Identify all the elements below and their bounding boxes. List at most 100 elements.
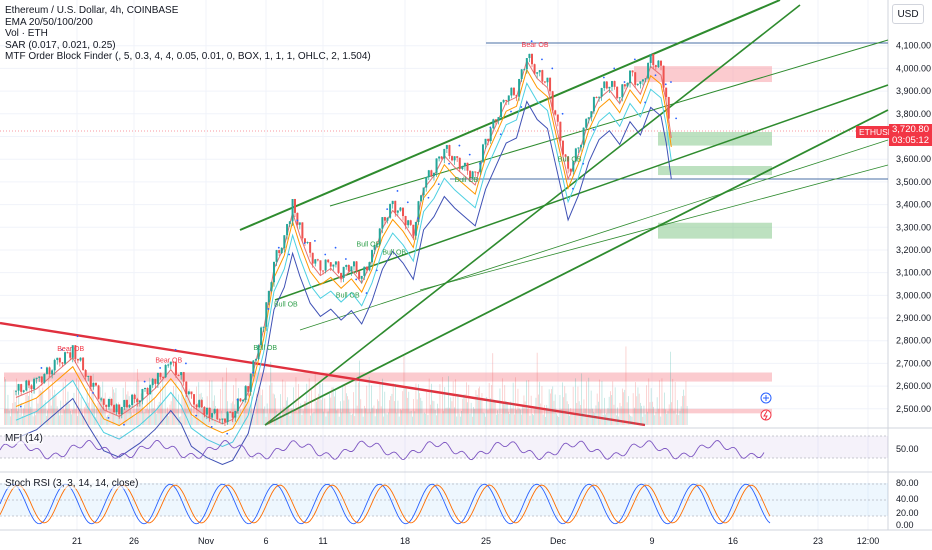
volume-bar — [124, 404, 125, 425]
candle — [365, 266, 368, 271]
candle — [618, 97, 621, 99]
volume-bar — [222, 377, 224, 425]
volume-bar — [26, 388, 28, 425]
candle — [198, 400, 201, 408]
candle — [420, 195, 423, 202]
volume-bar — [173, 385, 174, 425]
sar-dot — [277, 246, 280, 249]
volume-bar — [346, 393, 347, 425]
legend-sar[interactable]: SAR (0.017, 0.021, 0.25) — [5, 39, 116, 51]
trend-channel-line — [264, 4, 801, 426]
volume-bar — [78, 380, 80, 425]
volume-bar — [144, 412, 146, 425]
candle — [541, 70, 544, 82]
candle — [345, 264, 348, 267]
volume-bar — [229, 412, 231, 425]
alert-icon[interactable] — [760, 409, 772, 421]
volume-bar — [478, 388, 479, 425]
candle — [414, 221, 417, 236]
candle — [288, 221, 291, 225]
candle — [371, 249, 374, 263]
volume-bar — [499, 388, 501, 425]
volume-bar — [482, 412, 484, 425]
currency-button[interactable]: USD — [892, 4, 924, 24]
volume-bar — [277, 416, 279, 425]
volume-bar — [431, 383, 432, 425]
volume-bar — [130, 407, 131, 425]
candle — [435, 158, 438, 173]
volume-bar — [556, 413, 557, 425]
mfi-pane-title[interactable]: MFI (14) — [5, 433, 43, 444]
candle — [314, 259, 317, 264]
sar-dot — [210, 426, 213, 428]
volume-bar — [509, 414, 510, 425]
volume-bar — [14, 402, 16, 425]
volume-bar — [271, 382, 273, 425]
volume-bar — [5, 379, 6, 425]
volume-bar — [137, 368, 138, 425]
volume-bar — [680, 406, 682, 425]
volume-bar — [157, 405, 159, 425]
volume-bar — [349, 412, 351, 425]
volume-bar — [172, 393, 173, 425]
volume-bar — [618, 416, 620, 425]
volume-bar — [97, 402, 99, 425]
volume-bar — [484, 413, 485, 425]
stoch-rsi-pane-title[interactable]: Stoch RSI (3, 3, 14, 14, close) — [5, 478, 139, 489]
volume-bar — [427, 415, 429, 425]
candle — [538, 70, 541, 73]
volume-bar — [461, 410, 462, 425]
sar-dot — [61, 348, 63, 351]
volume-bar — [612, 381, 614, 425]
legend-volume[interactable]: Vol · ETH — [5, 28, 48, 40]
volume-bar — [146, 390, 148, 425]
volume-bar — [568, 404, 569, 425]
volume-bar — [474, 408, 476, 425]
sar-dot — [623, 81, 626, 83]
legend-ema[interactable]: EMA 20/50/100/200 — [5, 16, 93, 28]
volume-bar — [127, 391, 129, 425]
candle — [270, 282, 273, 291]
volume-bar — [34, 412, 35, 425]
volume-bar — [629, 414, 630, 425]
volume-bar — [251, 396, 252, 425]
volume-bar — [308, 378, 310, 425]
volume-bar — [358, 382, 359, 425]
candle — [546, 77, 549, 83]
volume-bar — [197, 403, 198, 425]
order-block-label: Bull OB — [455, 177, 479, 184]
volume-bar — [241, 414, 243, 425]
volume-bar — [502, 378, 503, 425]
volume-bar — [373, 405, 375, 425]
candle — [479, 161, 482, 173]
candle — [123, 400, 126, 408]
candle — [169, 361, 172, 365]
volume-bar — [79, 408, 81, 425]
candle — [61, 362, 64, 364]
volume-bar — [506, 403, 508, 425]
candle — [100, 398, 103, 400]
candle — [97, 385, 100, 399]
candle — [567, 156, 570, 169]
volume-bar — [240, 409, 242, 425]
candle — [587, 117, 590, 119]
candle — [76, 358, 79, 361]
order-block-label: Bull OB — [336, 293, 360, 300]
candle — [185, 381, 188, 395]
volume-bar — [264, 406, 266, 425]
volume-bar — [481, 393, 483, 425]
volume-bar — [328, 411, 329, 425]
candle — [128, 405, 131, 408]
volume-bar — [98, 394, 100, 425]
trend-channel-line — [239, 0, 781, 231]
legend-mtf[interactable]: MTF Order Block Finder (, 5, 0.3, 4, 4, … — [5, 51, 371, 63]
volume-bar — [145, 409, 147, 425]
volume-bar — [101, 396, 102, 425]
volume-bar — [233, 385, 234, 425]
volume-bar — [672, 378, 674, 425]
candle — [51, 370, 54, 375]
candle — [443, 148, 446, 159]
volume-bar — [340, 401, 341, 425]
candle — [162, 376, 165, 378]
